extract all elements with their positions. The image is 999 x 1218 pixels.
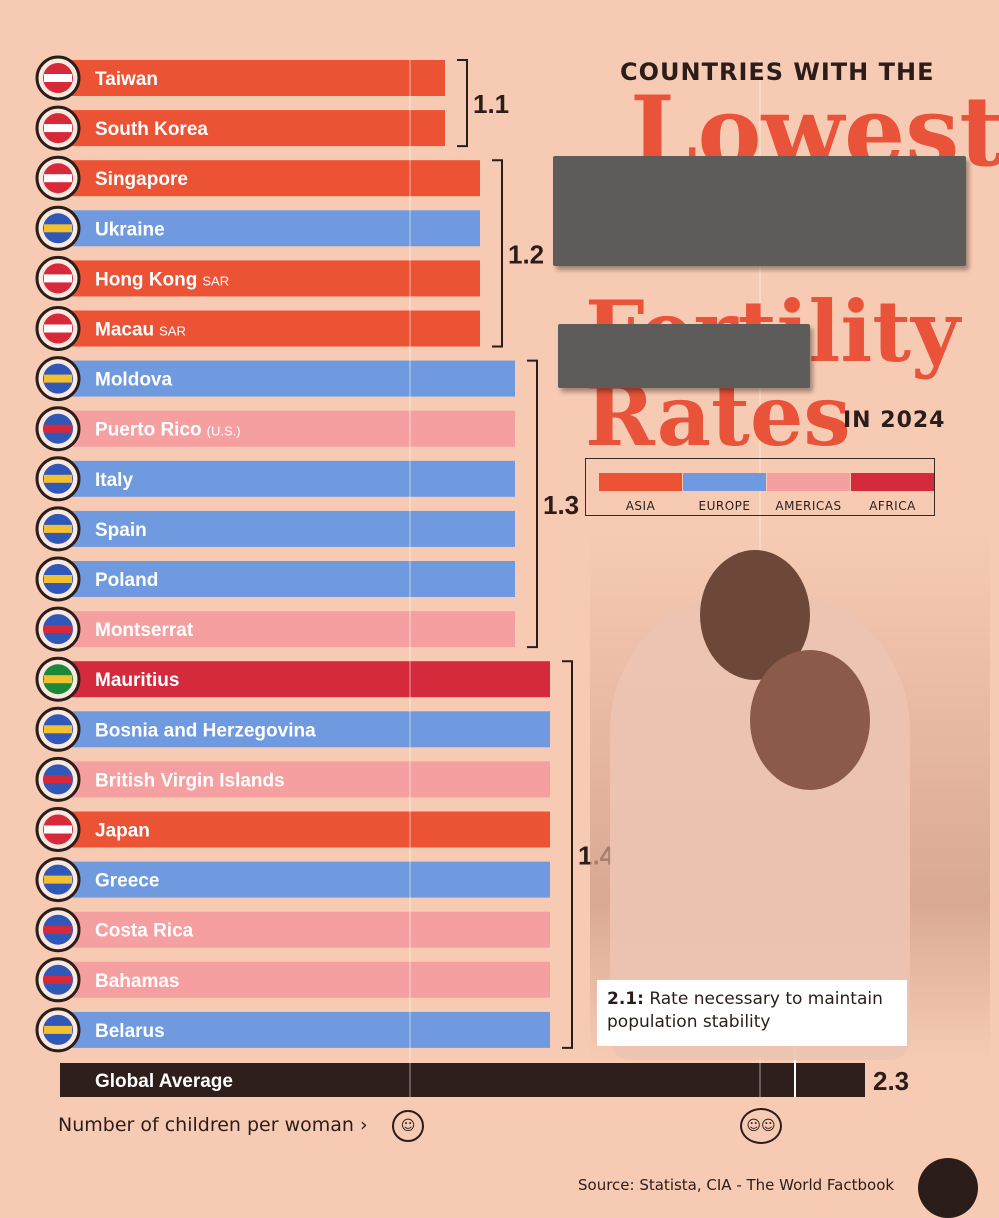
bar-label: British Virgin Islands: [95, 770, 285, 791]
flag-stripe: [44, 925, 72, 934]
bar: [60, 1011, 550, 1048]
flag-stripe: [44, 675, 72, 684]
global-average-value: 2.3: [873, 1066, 909, 1096]
chevron-right-icon: ›: [360, 1114, 368, 1136]
legend: ASIA EUROPE AMERICAS AFRICA: [585, 458, 935, 516]
title-block: Lowest Fertility Rates COUNTRIES WITH TH…: [553, 50, 999, 458]
legend-item-africa: AFRICA: [851, 473, 934, 513]
bar-label: Japan: [95, 821, 150, 842]
legend-swatch-americas: [767, 473, 850, 491]
bar: [60, 460, 515, 497]
bar: [60, 861, 550, 898]
flag-stripe: [44, 825, 72, 834]
legend-swatch-africa: [851, 473, 934, 491]
flag-stripe: [44, 875, 72, 884]
group-value-label: 1.1: [473, 89, 509, 119]
flag-stripe: [44, 1025, 72, 1034]
bar-label: South Korea: [95, 119, 208, 140]
bar: [60, 510, 515, 547]
bar-label: Costa Rica: [95, 921, 194, 942]
bar-label-suffix: SAR: [159, 324, 186, 339]
bar-label: Montserrat: [95, 620, 194, 641]
flag-stripe: [44, 74, 72, 82]
bar: [60, 711, 550, 748]
bar: [60, 110, 445, 147]
bar-label: Ukraine: [95, 219, 165, 240]
legend-label-americas: AMERICAS: [775, 499, 842, 513]
two-children-icon: ☺☺: [740, 1108, 782, 1144]
flag-stripe: [44, 575, 72, 583]
flag-stripe: [44, 975, 72, 984]
annotation-value: 2.1:: [607, 989, 644, 1009]
legend-item-americas: AMERICAS: [767, 473, 850, 513]
one-child-icon: ☺: [392, 1110, 424, 1142]
stability-annotation: 2.1: Rate necessary to maintain populati…: [597, 980, 907, 1046]
annotation-text: Rate necessary to maintain population st…: [607, 989, 883, 1032]
legend-swatch-asia: [599, 473, 682, 491]
flag-stripe: [44, 374, 72, 383]
bar: [60, 761, 550, 798]
group-value-label: 1.3: [543, 490, 579, 520]
bar-label: Belarus: [95, 1021, 165, 1042]
legend-label-europe: EUROPE: [698, 499, 751, 513]
bar-label: Hong Kong SAR: [95, 269, 229, 290]
title-bottom-line: IN 2024: [843, 408, 946, 433]
legend-label-africa: AFRICA: [869, 499, 916, 513]
legend-item-asia: ASIA: [599, 473, 682, 513]
bar-label: Spain: [95, 520, 147, 541]
flag-stripe: [44, 524, 72, 533]
flag-stripe: [44, 725, 72, 734]
axis-title: Number of children per woman ›: [58, 1114, 368, 1136]
global-average-bar: [60, 1063, 865, 1097]
flag-stripe: [44, 424, 72, 433]
redaction-box-1: [553, 156, 966, 266]
legend-swatch-europe: [683, 473, 766, 491]
bar: [60, 911, 550, 948]
logo-icon: [918, 1158, 978, 1218]
bar: [60, 410, 515, 447]
flag-stripe: [44, 775, 72, 784]
bar-label: Singapore: [95, 169, 188, 190]
group-value-label: 1.2: [508, 239, 544, 269]
bar-label-suffix: SAR: [202, 273, 229, 288]
legend-item-europe: EUROPE: [683, 473, 766, 513]
bar-label: Taiwan: [95, 69, 158, 90]
redaction-box-2: [558, 324, 810, 388]
bar-label: Greece: [95, 871, 159, 892]
bar: [60, 60, 445, 96]
bar-label: Bahamas: [95, 971, 180, 992]
bar: [60, 961, 550, 998]
bar-label: Mauritius: [95, 670, 179, 691]
flag-stripe: [44, 474, 72, 483]
group-bracket: [562, 660, 573, 1049]
title-top-line: COUNTRIES WITH THE: [620, 58, 935, 86]
flag-stripe: [44, 324, 72, 333]
group-bracket: [457, 59, 468, 148]
bar: [60, 811, 550, 848]
flag-stripe: [44, 174, 72, 183]
bar: [60, 561, 515, 597]
source-note: Source: Statista, CIA - The World Factbo…: [578, 1176, 895, 1194]
flag-stripe: [44, 224, 72, 233]
legend-label-asia: ASIA: [625, 499, 656, 513]
photo-baby: [750, 650, 870, 790]
bar: [60, 611, 515, 648]
bar-label: Bosnia and Herzegovina: [95, 720, 316, 741]
flag-stripe: [44, 274, 72, 283]
bar-label: Poland: [95, 570, 158, 591]
bar-label: Macau SAR: [95, 320, 186, 341]
flag-stripe: [44, 625, 72, 634]
bar: [60, 360, 515, 397]
axis-title-text: Number of children per woman: [58, 1114, 354, 1136]
bar-label: Puerto Rico (U.S.): [95, 420, 241, 441]
group-bracket: [527, 359, 538, 649]
global-average-label: Global Average: [95, 1071, 233, 1092]
bar-label: Moldova: [95, 370, 172, 391]
bar-label: Italy: [95, 470, 133, 491]
flag-stripe: [44, 124, 72, 133]
group-bracket: [492, 159, 503, 348]
bar: [60, 661, 550, 698]
bar-label-suffix: (U.S.): [207, 424, 241, 439]
